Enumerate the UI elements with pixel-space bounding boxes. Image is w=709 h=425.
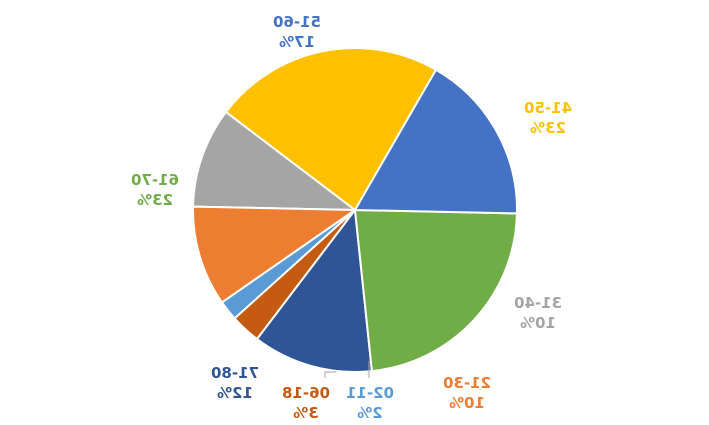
slice-labels: 41-50 23% 31-40 10% 21-30 10% 02-11 2% 06-18 3% 71… bbox=[131, 13, 572, 422]
slice-percent-31-40: 10% bbox=[520, 314, 556, 332]
slice-label-02-11: 02-11 2% bbox=[346, 384, 394, 422]
pie-slice-51-60 bbox=[353, 68, 518, 215]
slice-category-21-30: 21-30 bbox=[443, 374, 491, 392]
slice-percent-06-18: 3% bbox=[293, 404, 318, 422]
slice-label-31-40: 31-40 10% bbox=[514, 294, 562, 332]
slice-category-71-80: 71-80 bbox=[211, 364, 259, 382]
slice-percent-71-80: 12% bbox=[217, 384, 253, 402]
slice-label-41-50: 41-50 23% bbox=[524, 99, 572, 137]
pie-slice-31-40 bbox=[192, 110, 359, 212]
pie-slices bbox=[192, 47, 518, 373]
pie-slice-61-70 bbox=[353, 208, 518, 373]
slice-category-06-18: 06-18 bbox=[282, 384, 330, 402]
slice-category-31-40: 31-40 bbox=[514, 294, 562, 312]
slice-percent-21-30: 10% bbox=[449, 394, 485, 412]
slice-percent-02-11: 2% bbox=[357, 404, 382, 422]
slice-label-71-80: 71-80 12% bbox=[211, 364, 259, 402]
slice-label-06-18: 06-18 3% bbox=[282, 384, 330, 422]
slice-category-41-50: 41-50 bbox=[524, 99, 572, 117]
slice-percent-51-60: 17% bbox=[279, 33, 315, 51]
pie-slice-71-80 bbox=[255, 207, 374, 373]
pie-slice-21-30 bbox=[192, 205, 359, 304]
slice-percent-61-70: 23% bbox=[137, 191, 173, 209]
leader-line-06-18 bbox=[324, 371, 336, 378]
slice-category-51-60: 51-60 bbox=[273, 13, 321, 31]
slice-label-61-70: 61-70 23% bbox=[131, 171, 179, 209]
pie-slice-41-50 bbox=[224, 47, 438, 212]
slice-percent-41-50: 23% bbox=[530, 119, 566, 137]
mirrored-chart-group: 41-50 23% 31-40 10% 21-30 10% 02-11 2% 06-18 3% 71… bbox=[131, 13, 572, 422]
leader-lines bbox=[324, 361, 370, 378]
slice-label-21-30: 21-30 10% bbox=[443, 374, 491, 412]
slice-label-51-60: 51-60 17% bbox=[273, 13, 321, 51]
slice-category-02-11: 02-11 bbox=[346, 384, 394, 402]
slice-category-61-70: 61-70 bbox=[131, 171, 179, 189]
